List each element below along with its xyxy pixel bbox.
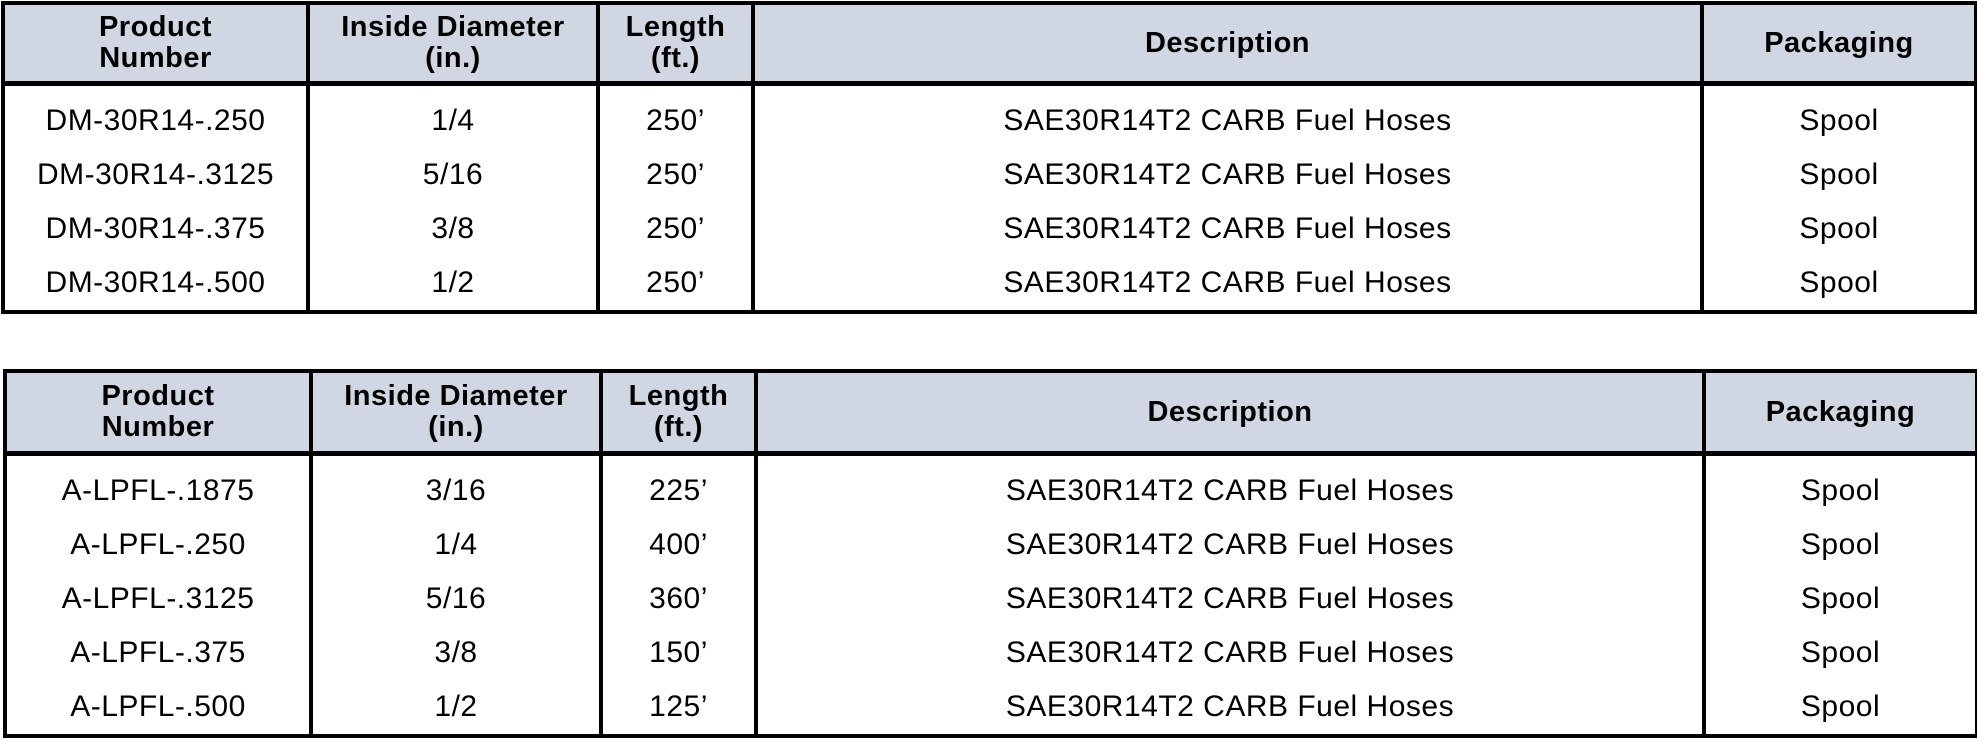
table-row: A-LPFL-.1875 3/16 225’ SAE30R14T2 CARB Fuel… [3,453,1977,518]
header-text: (in.) [428,411,484,443]
cell-inside-diameter: 1/4 [306,83,600,148]
table-row: A-LPFL-.250 1/4 400’ SAE30R14T2 CARB Fuel H… [3,518,1977,572]
cell-inside-diameter: 1/4 [309,518,603,572]
cell-length: 150’ [599,626,758,680]
cell-inside-diameter: 5/16 [309,572,603,626]
cell-length: 125’ [599,680,758,738]
header-text: Description [1147,395,1313,428]
cell-description: SAE30R14T2 CARB Fuel Hoses [754,572,1706,626]
column-header-length: Length (ft.) [599,369,758,456]
cell-description: SAE30R14T2 CARB Fuel Hoses [751,202,1704,256]
cell-description: SAE30R14T2 CARB Fuel Hoses [751,148,1704,202]
dm-30r14-product-table: Product Number Inside Diameter (in.) Length(… [1,1,1977,314]
table-row: A-LPFL-.3125 5/16 360’ SAE30R14T2 CARB Fuel… [3,572,1977,626]
column-header-product-number: Product Number [1,1,310,86]
cell-length: 250’ [596,148,755,202]
column-header-description: Description [751,1,1704,86]
header-row: Product Number Inside Diameter (in.) Length(… [1,1,1977,86]
header-text: Length [628,380,729,412]
cell-length: 225’ [599,453,758,518]
cell-packaging: Spool [1702,626,1977,680]
header-text: Packaging [1765,395,1916,428]
cell-packaging: Spool [1702,572,1977,626]
cell-product-number: DM-30R14-.3125 [1,148,310,202]
cell-inside-diameter: 3/8 [309,626,603,680]
cell-description: SAE30R14T2 CARB Fuel Hoses [754,626,1706,680]
cell-inside-diameter: 5/16 [306,148,600,202]
header-text: Number [99,42,212,74]
table-row: DM-30R14-.375 3/8 250’ SAE30R14T2 CARB Fuel… [1,202,1977,256]
cell-length: 250’ [596,256,755,314]
column-header-product-number: Product Number [3,369,313,456]
cell-inside-diameter: 1/2 [309,680,603,738]
cell-product-number: DM-30R14-.375 [1,202,310,256]
cell-inside-diameter: 3/16 [309,453,603,518]
column-header-inside-diameter: Inside Diameter (in.) [309,369,603,456]
cell-length: 360’ [599,572,758,626]
header-row: Product Number Inside Diameter (in.) Length(… [3,369,1977,456]
cell-product-number: A-LPFL-.375 [3,626,313,680]
cell-length: 250’ [596,202,755,256]
header-text: Product [101,380,215,412]
cell-packaging: Spool [1702,518,1977,572]
table-row: A-LPFL-.500 1/2 125’ SAE30R14T2 CARB Fuel H… [3,680,1977,738]
a-lpfl-product-table: Product Number Inside Diameter (in.) Length(… [3,369,1977,738]
cell-description: SAE30R14T2 CARB Fuel Hoses [751,83,1704,148]
column-header-length: Length (ft.) [596,1,755,86]
table-row: DM-30R14-.3125 5/16 250’ SAE30R14T2 CARB Fu… [1,148,1977,202]
header-text: Description [1144,26,1311,59]
cell-packaging: Spool [1700,83,1977,148]
cell-packaging: Spool [1700,148,1977,202]
cell-description: SAE30R14T2 CARB Fuel Hoses [754,680,1706,738]
cell-description: SAE30R14T2 CARB Fuel Hoses [754,518,1706,572]
cell-product-number: A-LPFL-.250 [3,518,313,572]
header-text: Inside Diameter [344,380,568,412]
header-text: (ft.) [653,411,704,443]
table-row: A-LPFL-.375 3/8 150’ SAE30R14T2 CARB Fuel H… [3,626,1977,680]
header-text: Number [101,411,215,443]
column-header-packaging: Packaging [1702,369,1977,456]
cell-product-number: A-LPFL-.1875 [3,453,313,518]
cell-inside-diameter: 1/2 [306,256,600,314]
cell-length: 400’ [599,518,758,572]
cell-description: SAE30R14T2 CARB Fuel Hoses [754,453,1706,518]
header-text: Inside Diameter [341,11,565,43]
table-row: DM-30R14-.250 1/4 250’ SAE30R14T2 CARB Fuel… [1,83,1977,148]
column-header-inside-diameter: Inside Diameter (in.) [306,1,600,86]
header-text: (ft.) [650,42,701,74]
cell-product-number: A-LPFL-.3125 [3,572,313,626]
header-text: Packaging [1764,26,1914,59]
cell-packaging: Spool [1700,202,1977,256]
column-header-packaging: Packaging [1700,1,1977,86]
cell-product-number: A-LPFL-.500 [3,680,313,738]
cell-product-number: DM-30R14-.500 [1,256,310,314]
cell-inside-diameter: 3/8 [306,202,600,256]
header-text: Product [98,11,213,43]
cell-length: 250’ [596,83,755,148]
cell-product-number: DM-30R14-.250 [1,83,310,148]
table-row: DM-30R14-.500 1/2 250’ SAE30R14T2 CARB Fuel… [1,256,1977,314]
header-text: Length [625,11,726,43]
cell-packaging: Spool [1702,680,1977,738]
cell-packaging: Spool [1700,256,1977,314]
header-text: (in.) [425,42,481,74]
cell-description: SAE30R14T2 CARB Fuel Hoses [751,256,1704,314]
cell-packaging: Spool [1702,453,1977,518]
column-header-description: Description [754,369,1706,456]
